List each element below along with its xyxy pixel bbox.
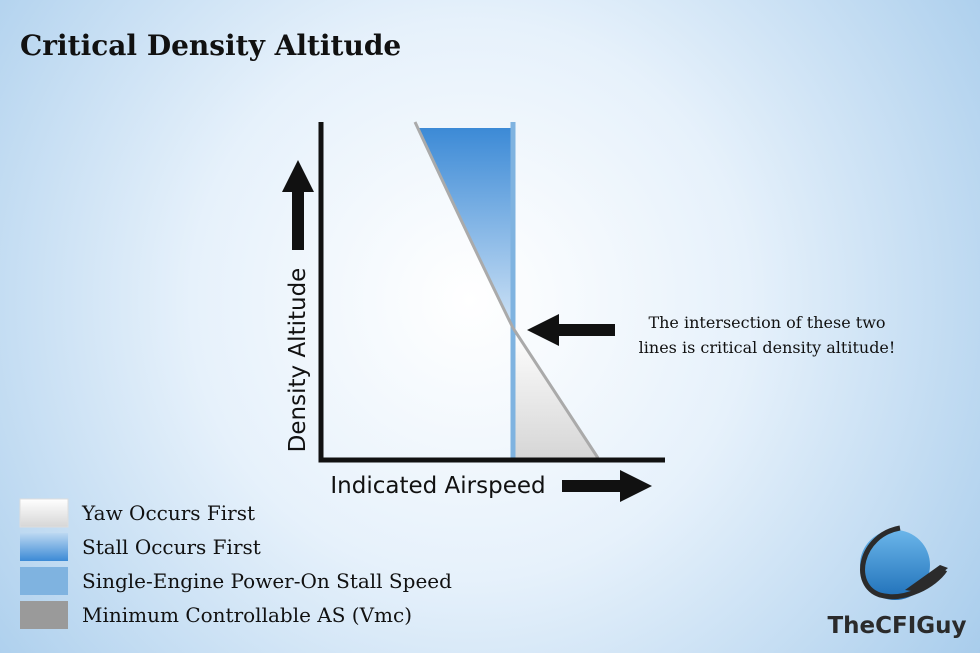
legend-swatch [20,601,68,629]
logo-swoosh [860,525,948,599]
legend-label: Minimum Controllable AS (Vmc) [82,603,412,627]
logo-plane [905,565,948,592]
legend-label: Yaw Occurs First [81,501,255,525]
right-arrow [562,470,652,502]
annotation: lines is critical density altitude! [639,338,896,357]
axes [318,122,665,463]
legend-swatch [19,498,69,528]
logo-globe [860,530,930,600]
legend-swatch [20,533,68,561]
vmc-line [413,121,600,459]
logo: TheCFIGuy [827,525,967,639]
logo-text: TheCFIGuy [827,613,966,639]
annotation: The intersection of these two [648,313,885,332]
x-axis-label: Indicated Airspeed [330,473,545,499]
title: Critical Density Altitude [20,29,401,62]
legend-label: Single-Engine Power-On Stall Speed [82,569,452,593]
up-arrow [282,160,314,250]
legend-swatch [20,567,68,595]
y-axis-label: Density Altitude [285,268,311,453]
legend-label: Stall Occurs First [82,535,261,559]
left-arrow [527,314,615,346]
